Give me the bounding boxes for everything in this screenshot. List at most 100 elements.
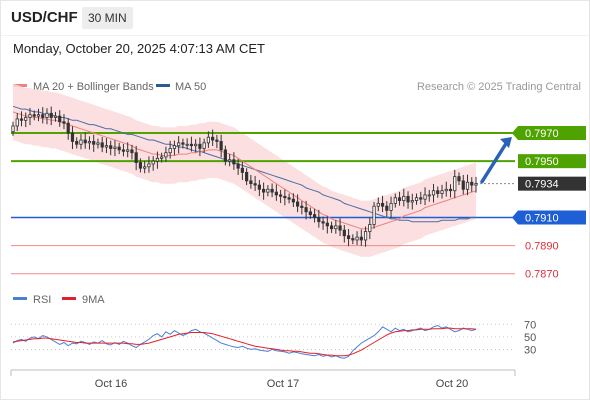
legend-swatch-rsi <box>13 297 27 300</box>
candle <box>228 153 232 167</box>
candle <box>406 191 410 209</box>
candle-body <box>181 142 185 145</box>
candle-body <box>385 205 389 211</box>
candle-body <box>45 112 49 118</box>
candle-body <box>389 202 393 211</box>
bollinger-band-fill <box>13 83 476 257</box>
candle <box>308 207 312 219</box>
candle-body <box>198 143 202 149</box>
candle-body <box>351 238 355 241</box>
candle-body <box>295 201 300 207</box>
rsi-ma-line <box>12 327 477 357</box>
candle-body <box>474 183 478 186</box>
level-tag-0.7910-text: 0.7910 <box>525 212 559 224</box>
candle-body <box>155 157 160 162</box>
candle <box>334 219 338 234</box>
candle <box>41 107 45 124</box>
candle <box>325 216 329 234</box>
candle <box>232 152 236 170</box>
candle-body <box>219 141 223 151</box>
candle <box>206 131 210 148</box>
candle-body <box>419 197 423 200</box>
candle <box>70 126 75 150</box>
candle-body <box>453 176 457 192</box>
copyright-text: Research © 2025 Trading Central <box>417 81 581 93</box>
candle-body <box>11 125 15 132</box>
projection-arrow <box>480 137 512 184</box>
candle-body <box>444 188 448 192</box>
candle-body <box>206 136 210 144</box>
candle-body <box>342 229 346 237</box>
candle <box>249 174 253 189</box>
candle-body <box>355 236 359 241</box>
candle-body <box>410 200 414 203</box>
candle-body <box>134 152 138 163</box>
arrow-shaft <box>480 140 509 184</box>
candle-body <box>96 142 100 145</box>
candle <box>121 143 126 157</box>
candle <box>11 121 15 136</box>
candle-body <box>28 114 32 118</box>
candle-body <box>245 172 249 182</box>
candle <box>440 184 444 199</box>
symbol-title: USD/CHF <box>11 9 78 26</box>
candle <box>87 136 92 150</box>
candle-body <box>266 188 270 193</box>
level-tag-0.7870-text: 0.7870 <box>525 269 559 281</box>
ma20-line <box>12 111 477 230</box>
candle <box>312 208 317 223</box>
candle-body <box>49 112 53 118</box>
current-price-tag-bg <box>518 176 586 191</box>
legend-swatch-ma50 <box>156 84 170 87</box>
candle <box>436 186 440 198</box>
candle <box>202 138 206 153</box>
candle-body <box>279 194 283 197</box>
level-tag-0.7910: 0.7910 <box>512 210 586 225</box>
candle-body <box>461 180 465 190</box>
candle <box>45 108 49 125</box>
candle-body <box>470 181 474 186</box>
legend-label-ma20: MA 20 + Bollinger Bands <box>33 81 154 93</box>
candle <box>223 145 227 166</box>
candle-body <box>274 191 278 196</box>
candle <box>321 216 325 230</box>
candle <box>189 136 194 152</box>
timeframe-badge[interactable]: 30 MIN <box>82 7 133 29</box>
candle-body <box>283 195 287 199</box>
candle-body <box>321 221 325 224</box>
candle <box>109 140 113 156</box>
candle <box>62 114 66 130</box>
candle <box>240 161 244 181</box>
candle-body <box>147 163 151 168</box>
candle-body <box>177 142 181 147</box>
candle <box>470 177 474 192</box>
candle-body <box>113 146 117 149</box>
candle <box>300 201 304 215</box>
candle <box>36 108 41 122</box>
candle-body <box>312 214 317 218</box>
candle-body <box>414 197 419 201</box>
candle-body <box>338 225 342 231</box>
candle <box>368 217 372 240</box>
candle <box>410 193 414 210</box>
candle <box>355 231 359 246</box>
candle-body <box>427 194 431 197</box>
candle-body <box>465 181 470 190</box>
level-tag-0.7950-text: 0.7950 <box>525 156 559 168</box>
level-tag-0.7950-bg <box>518 154 586 169</box>
candle <box>253 176 257 191</box>
current-price-tag: 0.7934 <box>518 176 586 191</box>
moving-averages <box>12 105 477 230</box>
candle-body <box>448 188 453 192</box>
candle <box>448 184 453 198</box>
candle-body <box>270 188 274 193</box>
candle-body <box>202 142 206 149</box>
candle <box>117 142 121 155</box>
candle <box>164 146 168 162</box>
candle-body <box>359 236 363 241</box>
candle-body <box>236 163 240 169</box>
candle <box>291 193 295 208</box>
timestamp: Monday, October 20, 2025 4:07:13 AM CET <box>13 41 265 56</box>
